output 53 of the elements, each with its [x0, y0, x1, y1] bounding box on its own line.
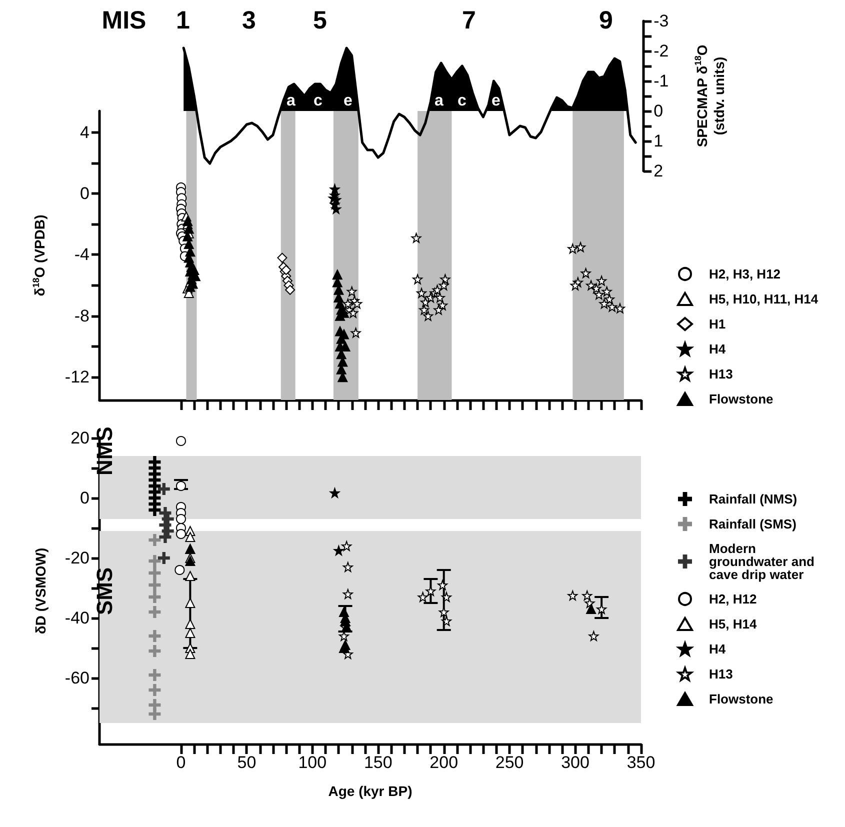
legend-label: H5, H10, H11, H14: [709, 292, 819, 306]
y-tick-label: -2: [654, 42, 669, 60]
annotation: c: [314, 92, 323, 110]
annotation: 5: [313, 6, 328, 34]
legend-label: H1: [709, 316, 726, 332]
y-tick-label: -12: [64, 368, 90, 387]
legend-label: Flowstone: [709, 692, 774, 706]
y-tick-label: 20: [70, 428, 90, 448]
x-tick-label: 300: [561, 753, 590, 772]
y-tick-label: 0: [80, 184, 90, 204]
y-tick-label: 0: [80, 488, 90, 508]
y-tick-label: -3: [654, 12, 669, 30]
y-tick-label: -8: [74, 306, 90, 326]
y-axis-title: δD (VSMOW): [32, 548, 48, 634]
annotation: a: [434, 92, 444, 110]
legend-label: H4: [709, 342, 726, 356]
legend-label: H5, H14: [709, 616, 758, 632]
y-tick-label: -4: [74, 245, 90, 264]
annotation: 9: [599, 6, 613, 34]
y-tick-label: 4: [80, 122, 90, 142]
x-tick-label: 150: [364, 753, 392, 772]
y-tick-label: -60: [64, 668, 90, 688]
text: MIS: [102, 6, 146, 34]
legend-label: Modern groundwater and cave drip water: [709, 541, 818, 582]
y-tick-label: -1: [654, 72, 669, 90]
legend-label: Flowstone: [709, 392, 774, 406]
annotation: 1: [176, 6, 190, 34]
x-tick-label: 0: [176, 753, 186, 772]
annotation: e: [492, 92, 501, 110]
legend-label: Rainfall (NMS): [709, 492, 798, 506]
x-tick-label: 200: [430, 753, 458, 772]
legend-label: H13: [709, 666, 733, 682]
y-tick-label: -20: [64, 548, 90, 568]
annotation: a: [286, 92, 296, 110]
y-axis-title: δ18O (VPDB): [31, 214, 48, 296]
annotation: e: [344, 92, 353, 110]
y-tick-label: 1: [654, 132, 664, 150]
annotation: 7: [462, 6, 476, 34]
x-tick-label: 250: [495, 753, 524, 772]
y-tick-label: -40: [64, 608, 90, 628]
annotation: c: [458, 92, 467, 110]
x-tick-label: 350: [626, 753, 656, 772]
x-tick-label: 100: [298, 753, 327, 772]
y-tick-label: 0: [654, 102, 664, 120]
x-axis-title: Age (kyr BP): [328, 783, 412, 799]
legend-label: H4: [709, 642, 726, 656]
y-tick-label: 2: [654, 162, 664, 180]
x-tick-label: 50: [237, 753, 256, 772]
legend-label: H2, H12: [709, 592, 757, 606]
legend-label: Rainfall (SMS): [709, 516, 796, 532]
legend-label: H2, H3, H12: [709, 266, 781, 282]
annotation: 3: [242, 6, 256, 34]
legend-label: H13: [709, 366, 733, 382]
